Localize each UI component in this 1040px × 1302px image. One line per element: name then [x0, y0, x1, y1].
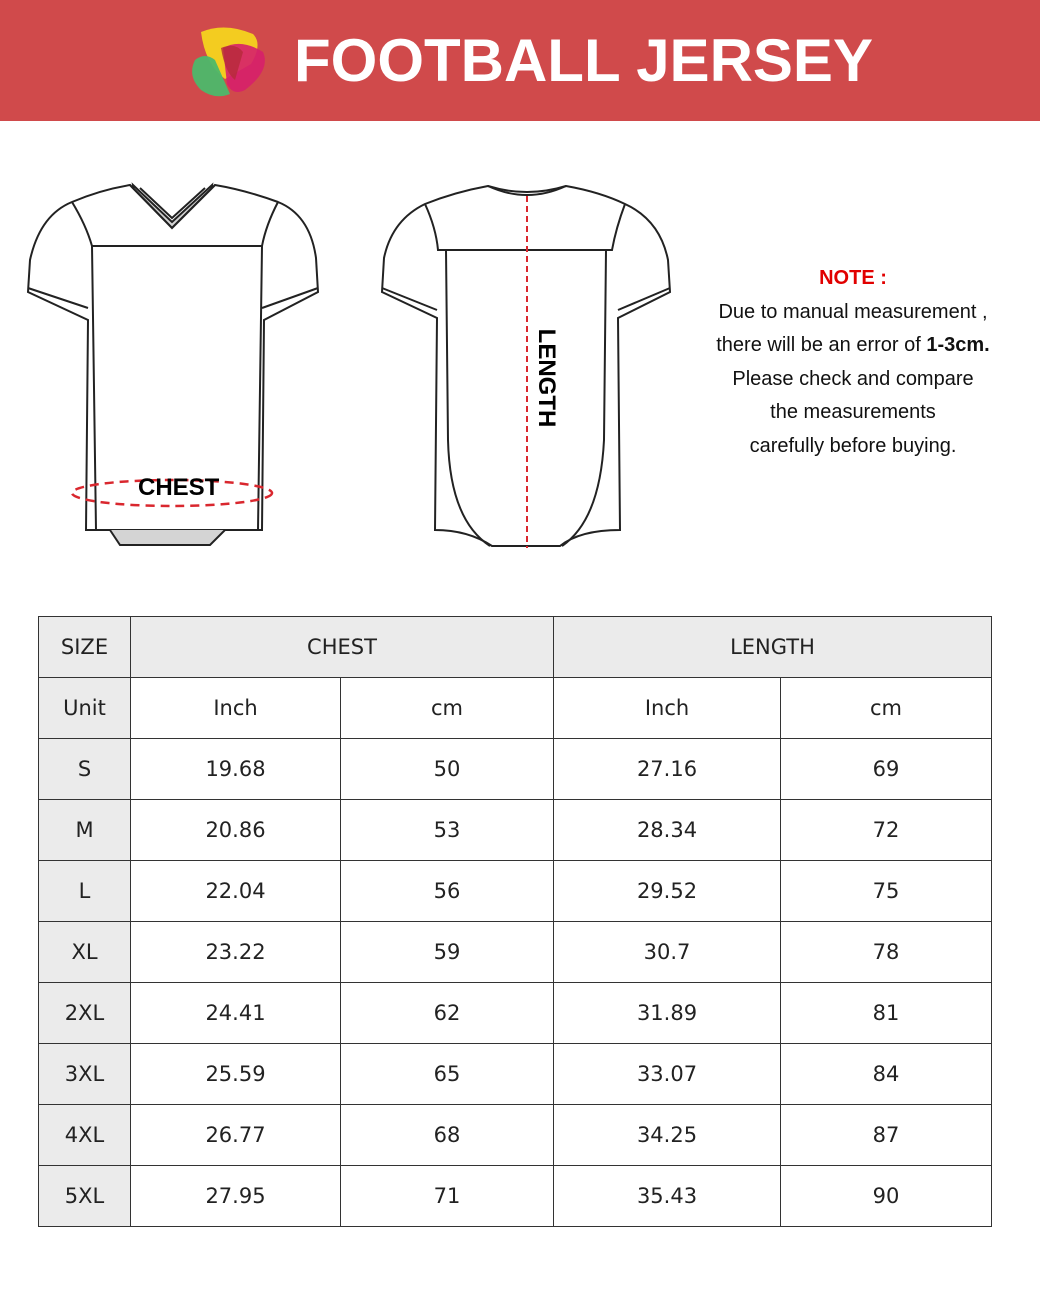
header-banner: FOOTBALL JERSEY — [0, 0, 1040, 121]
value-cell: 23.22 — [130, 921, 341, 983]
value-cell: 28.34 — [553, 799, 781, 861]
note-line: Due to manual measurement , — [718, 300, 988, 323]
value-cell: 33.07 — [553, 1043, 781, 1105]
value-cell: 90 — [780, 1165, 992, 1227]
value-cell: 29.52 — [553, 860, 781, 922]
front-jersey-illustration — [26, 182, 320, 546]
note-line: carefully before buying. — [749, 434, 957, 457]
size-header: SIZE — [38, 616, 131, 678]
value-cell: 20.86 — [130, 799, 341, 861]
note-text: there will be an error of — [716, 334, 927, 356]
table-row: 2XL 24.41 62 31.89 81 — [38, 982, 992, 1044]
value-cell: 69 — [780, 738, 992, 800]
note-line: there will be an error of 1-3cm. — [680, 329, 1026, 363]
value-cell: 84 — [780, 1043, 992, 1105]
brand-logo — [192, 27, 265, 97]
chest-label: CHEST — [138, 474, 220, 501]
value-cell: 26.77 — [130, 1104, 341, 1166]
value-cell: 34.25 — [553, 1104, 781, 1166]
unit-cell: cm — [340, 677, 554, 739]
table-row: 4XL 26.77 68 34.25 87 — [38, 1104, 992, 1166]
length-label: LENGTH — [533, 328, 560, 428]
jersey-diagrams — [26, 182, 672, 548]
length-header: LENGTH — [553, 616, 992, 678]
value-cell: 27.95 — [130, 1165, 341, 1227]
value-cell: 75 — [780, 860, 992, 922]
table-header-row: SIZE CHEST LENGTH — [38, 616, 992, 678]
value-cell: 25.59 — [130, 1043, 341, 1105]
table-row: M 20.86 53 28.34 72 — [38, 799, 992, 861]
note-line: Please check and compare — [732, 367, 974, 390]
value-cell: 22.04 — [130, 860, 341, 922]
value-cell: 87 — [780, 1104, 992, 1166]
value-cell: 24.41 — [130, 982, 341, 1044]
note-title: NOTE : — [819, 267, 887, 289]
size-cell: 4XL — [38, 1104, 131, 1166]
size-cell: L — [38, 860, 131, 922]
measurement-note: NOTE : Due to manual measurement , there… — [680, 262, 1026, 463]
value-cell: 62 — [340, 982, 554, 1044]
value-cell: 78 — [780, 921, 992, 983]
note-line: the measurements — [770, 401, 936, 423]
value-cell: 30.7 — [553, 921, 781, 983]
value-cell: 50 — [340, 738, 554, 800]
unit-label: Unit — [38, 677, 131, 739]
value-cell: 19.68 — [130, 738, 341, 800]
size-cell: 2XL — [38, 982, 131, 1044]
value-cell: 65 — [340, 1043, 554, 1105]
unit-row: Unit Inch cm Inch cm — [38, 677, 992, 739]
value-cell: 68 — [340, 1104, 554, 1166]
unit-cell: cm — [780, 677, 992, 739]
page-title: FOOTBALL JERSEY — [294, 27, 873, 94]
value-cell: 56 — [340, 860, 554, 922]
size-cell: XL — [38, 921, 131, 983]
size-cell: 5XL — [38, 1165, 131, 1227]
value-cell: 81 — [780, 982, 992, 1044]
value-cell: 31.89 — [553, 982, 781, 1044]
value-cell: 35.43 — [553, 1165, 781, 1227]
size-cell: S — [38, 738, 131, 800]
value-cell: 27.16 — [553, 738, 781, 800]
value-cell: 53 — [340, 799, 554, 861]
size-table: SIZE CHEST LENGTH Unit Inch cm Inch cm S… — [38, 616, 992, 1227]
value-cell: 71 — [340, 1165, 554, 1227]
table-row: S 19.68 50 27.16 69 — [38, 738, 992, 800]
value-cell: 72 — [780, 799, 992, 861]
table-row: XL 23.22 59 30.7 78 — [38, 921, 992, 983]
chest-header: CHEST — [130, 616, 554, 678]
table-row: L 22.04 56 29.52 75 — [38, 860, 992, 922]
chest-measure-line — [70, 478, 274, 508]
table-row: 3XL 25.59 65 33.07 84 — [38, 1043, 992, 1105]
size-cell: 3XL — [38, 1043, 131, 1105]
table-row: 5XL 27.95 71 35.43 90 — [38, 1165, 992, 1227]
unit-cell: Inch — [553, 677, 781, 739]
note-error-range: 1-3cm. — [926, 334, 990, 356]
unit-cell: Inch — [130, 677, 341, 739]
size-cell: M — [38, 799, 131, 861]
value-cell: 59 — [340, 921, 554, 983]
